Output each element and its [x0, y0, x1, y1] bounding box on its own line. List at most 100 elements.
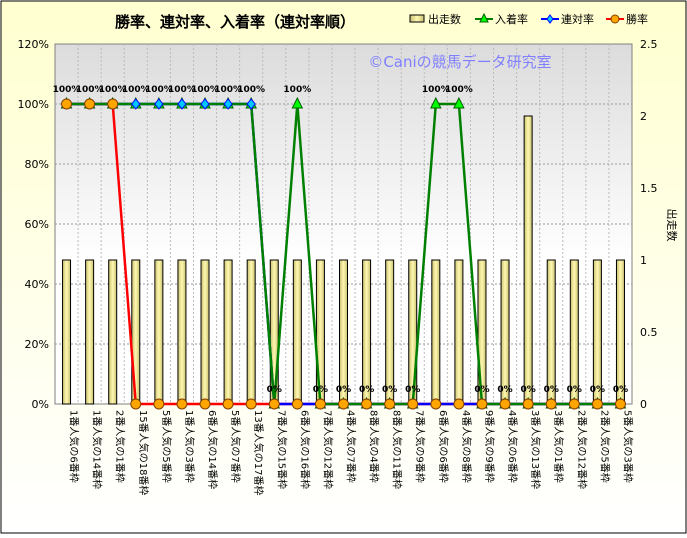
marker-勝率: [84, 98, 96, 110]
x-tick-label: 4番人気の7番枠: [345, 410, 358, 483]
marker-連対率: [223, 98, 233, 110]
marker-入着率: [291, 96, 304, 109]
data-label: 0%: [336, 385, 351, 395]
x-tick-label: 6番人気の14番枠: [206, 410, 219, 489]
y-left-tick-label: 80%: [25, 158, 49, 171]
marker-勝率: [361, 398, 373, 410]
marker-勝率: [268, 398, 280, 410]
data-label: 100%: [214, 85, 242, 95]
legend-marker: [479, 12, 489, 23]
bar-出走数: [85, 259, 95, 405]
data-label: 100%: [76, 85, 104, 95]
marker-連対率: [131, 98, 141, 110]
marker-入着率: [453, 96, 465, 109]
legend-label: 連対率: [561, 12, 594, 26]
legend-label: 勝率: [626, 12, 648, 26]
y-right-tick-label: 2: [640, 110, 647, 123]
x-tick-label: 8番人気の11番枠: [391, 410, 404, 489]
bar-出走数: [454, 259, 464, 405]
legend-marker: [610, 14, 620, 24]
x-tick-label: 6番人気の6番枠: [437, 410, 450, 483]
bar-出走数: [177, 259, 187, 405]
data-label: 100%: [145, 85, 173, 95]
bar-出走数: [62, 259, 72, 405]
bar-出走数: [339, 259, 348, 405]
marker-勝率: [338, 398, 349, 410]
y-left-tick-label: 100%: [18, 98, 49, 111]
bar-出走数: [569, 259, 579, 405]
marker-勝率: [199, 398, 211, 410]
marker-勝率: [453, 398, 465, 410]
y-right-tick-label: 0: [640, 398, 647, 411]
data-label: 100%: [422, 85, 450, 95]
marker-勝率: [61, 98, 73, 110]
bar-出走数: [500, 259, 510, 405]
bar-出走数: [362, 259, 372, 405]
marker-勝率: [522, 398, 534, 410]
bar-出走数: [615, 259, 625, 405]
data-label: 100%: [237, 85, 265, 95]
marker-勝率: [176, 398, 188, 410]
chart-title: 勝率、連対率、入着率（連対率順）: [115, 13, 355, 31]
data-label: 100%: [168, 85, 196, 95]
x-tick-label: 7番人気の12番枠: [321, 410, 334, 489]
x-tick-label: 3番人気の1番枠: [552, 410, 565, 483]
marker-勝率: [614, 398, 626, 410]
marker-勝率: [407, 398, 419, 410]
marker-勝率: [222, 398, 234, 410]
marker-勝率: [476, 398, 488, 410]
data-label: 0%: [382, 385, 397, 395]
x-tick-label: 5番人気の7番枠: [229, 410, 242, 483]
x-tick-label: 3番人気の13番枠: [529, 410, 542, 489]
bar-出走数: [546, 259, 556, 405]
x-tick-label: 2番人気の5番枠: [598, 410, 611, 483]
marker-勝率: [107, 98, 119, 110]
y-right-tick-label: 2.5: [640, 38, 658, 51]
marker-勝率: [568, 398, 580, 410]
x-tick-label: 2番人気の12番枠: [575, 410, 588, 489]
y-left-tick-label: 0%: [32, 398, 49, 411]
bar-出走数: [431, 259, 441, 405]
y-right-tick-label: 1: [640, 254, 647, 267]
marker-連対率: [154, 98, 164, 110]
marker-連対率: [177, 98, 187, 110]
data-label: 0%: [544, 385, 559, 395]
y-left-tick-label: 20%: [25, 338, 49, 351]
x-tick-label: 15番人気の18番枠: [137, 410, 150, 495]
data-label: 0%: [520, 385, 535, 395]
data-label: 0%: [267, 385, 282, 395]
watermark: ©Caniの競馬データ研究室: [368, 53, 551, 71]
bar-出走数: [108, 259, 118, 405]
x-tick-label: 7番人気の15番枠: [275, 410, 288, 489]
data-label: 0%: [567, 385, 582, 395]
x-tick-label: 13番人気の17番枠: [252, 410, 265, 495]
x-tick-label: 7番人気の9番枠: [414, 410, 427, 483]
x-tick-label: 2番人気の1番枠: [114, 410, 127, 483]
data-label: 0%: [590, 385, 605, 395]
bar-出走数: [246, 259, 256, 405]
x-tick-label: 4番人気の6番枠: [506, 410, 519, 483]
data-label: 0%: [359, 385, 374, 395]
x-tick-label: 9番人気の9番枠: [483, 410, 496, 483]
legend-label: 入着率: [495, 12, 528, 26]
y-right-axis-label: 出走数: [665, 209, 679, 242]
bar-出走数: [223, 259, 233, 405]
legend-marker: [546, 14, 554, 24]
data-label: 100%: [445, 85, 473, 95]
marker-入着率: [430, 96, 442, 109]
marker-勝率: [591, 398, 603, 410]
bar-出走数: [200, 259, 210, 405]
x-tick-label: 1番人気の14番枠: [91, 410, 104, 489]
data-label: 0%: [474, 385, 489, 395]
y-left-tick-label: 40%: [25, 278, 49, 291]
y-left-tick-label: 60%: [25, 218, 49, 231]
bar-出走数: [592, 259, 602, 405]
marker-勝率: [430, 398, 442, 410]
data-label: 0%: [613, 385, 628, 395]
marker-勝率: [499, 398, 511, 410]
marker-勝率: [153, 398, 165, 410]
legend-swatch: [409, 14, 425, 23]
y-right-tick-label: 1.5: [640, 182, 658, 195]
